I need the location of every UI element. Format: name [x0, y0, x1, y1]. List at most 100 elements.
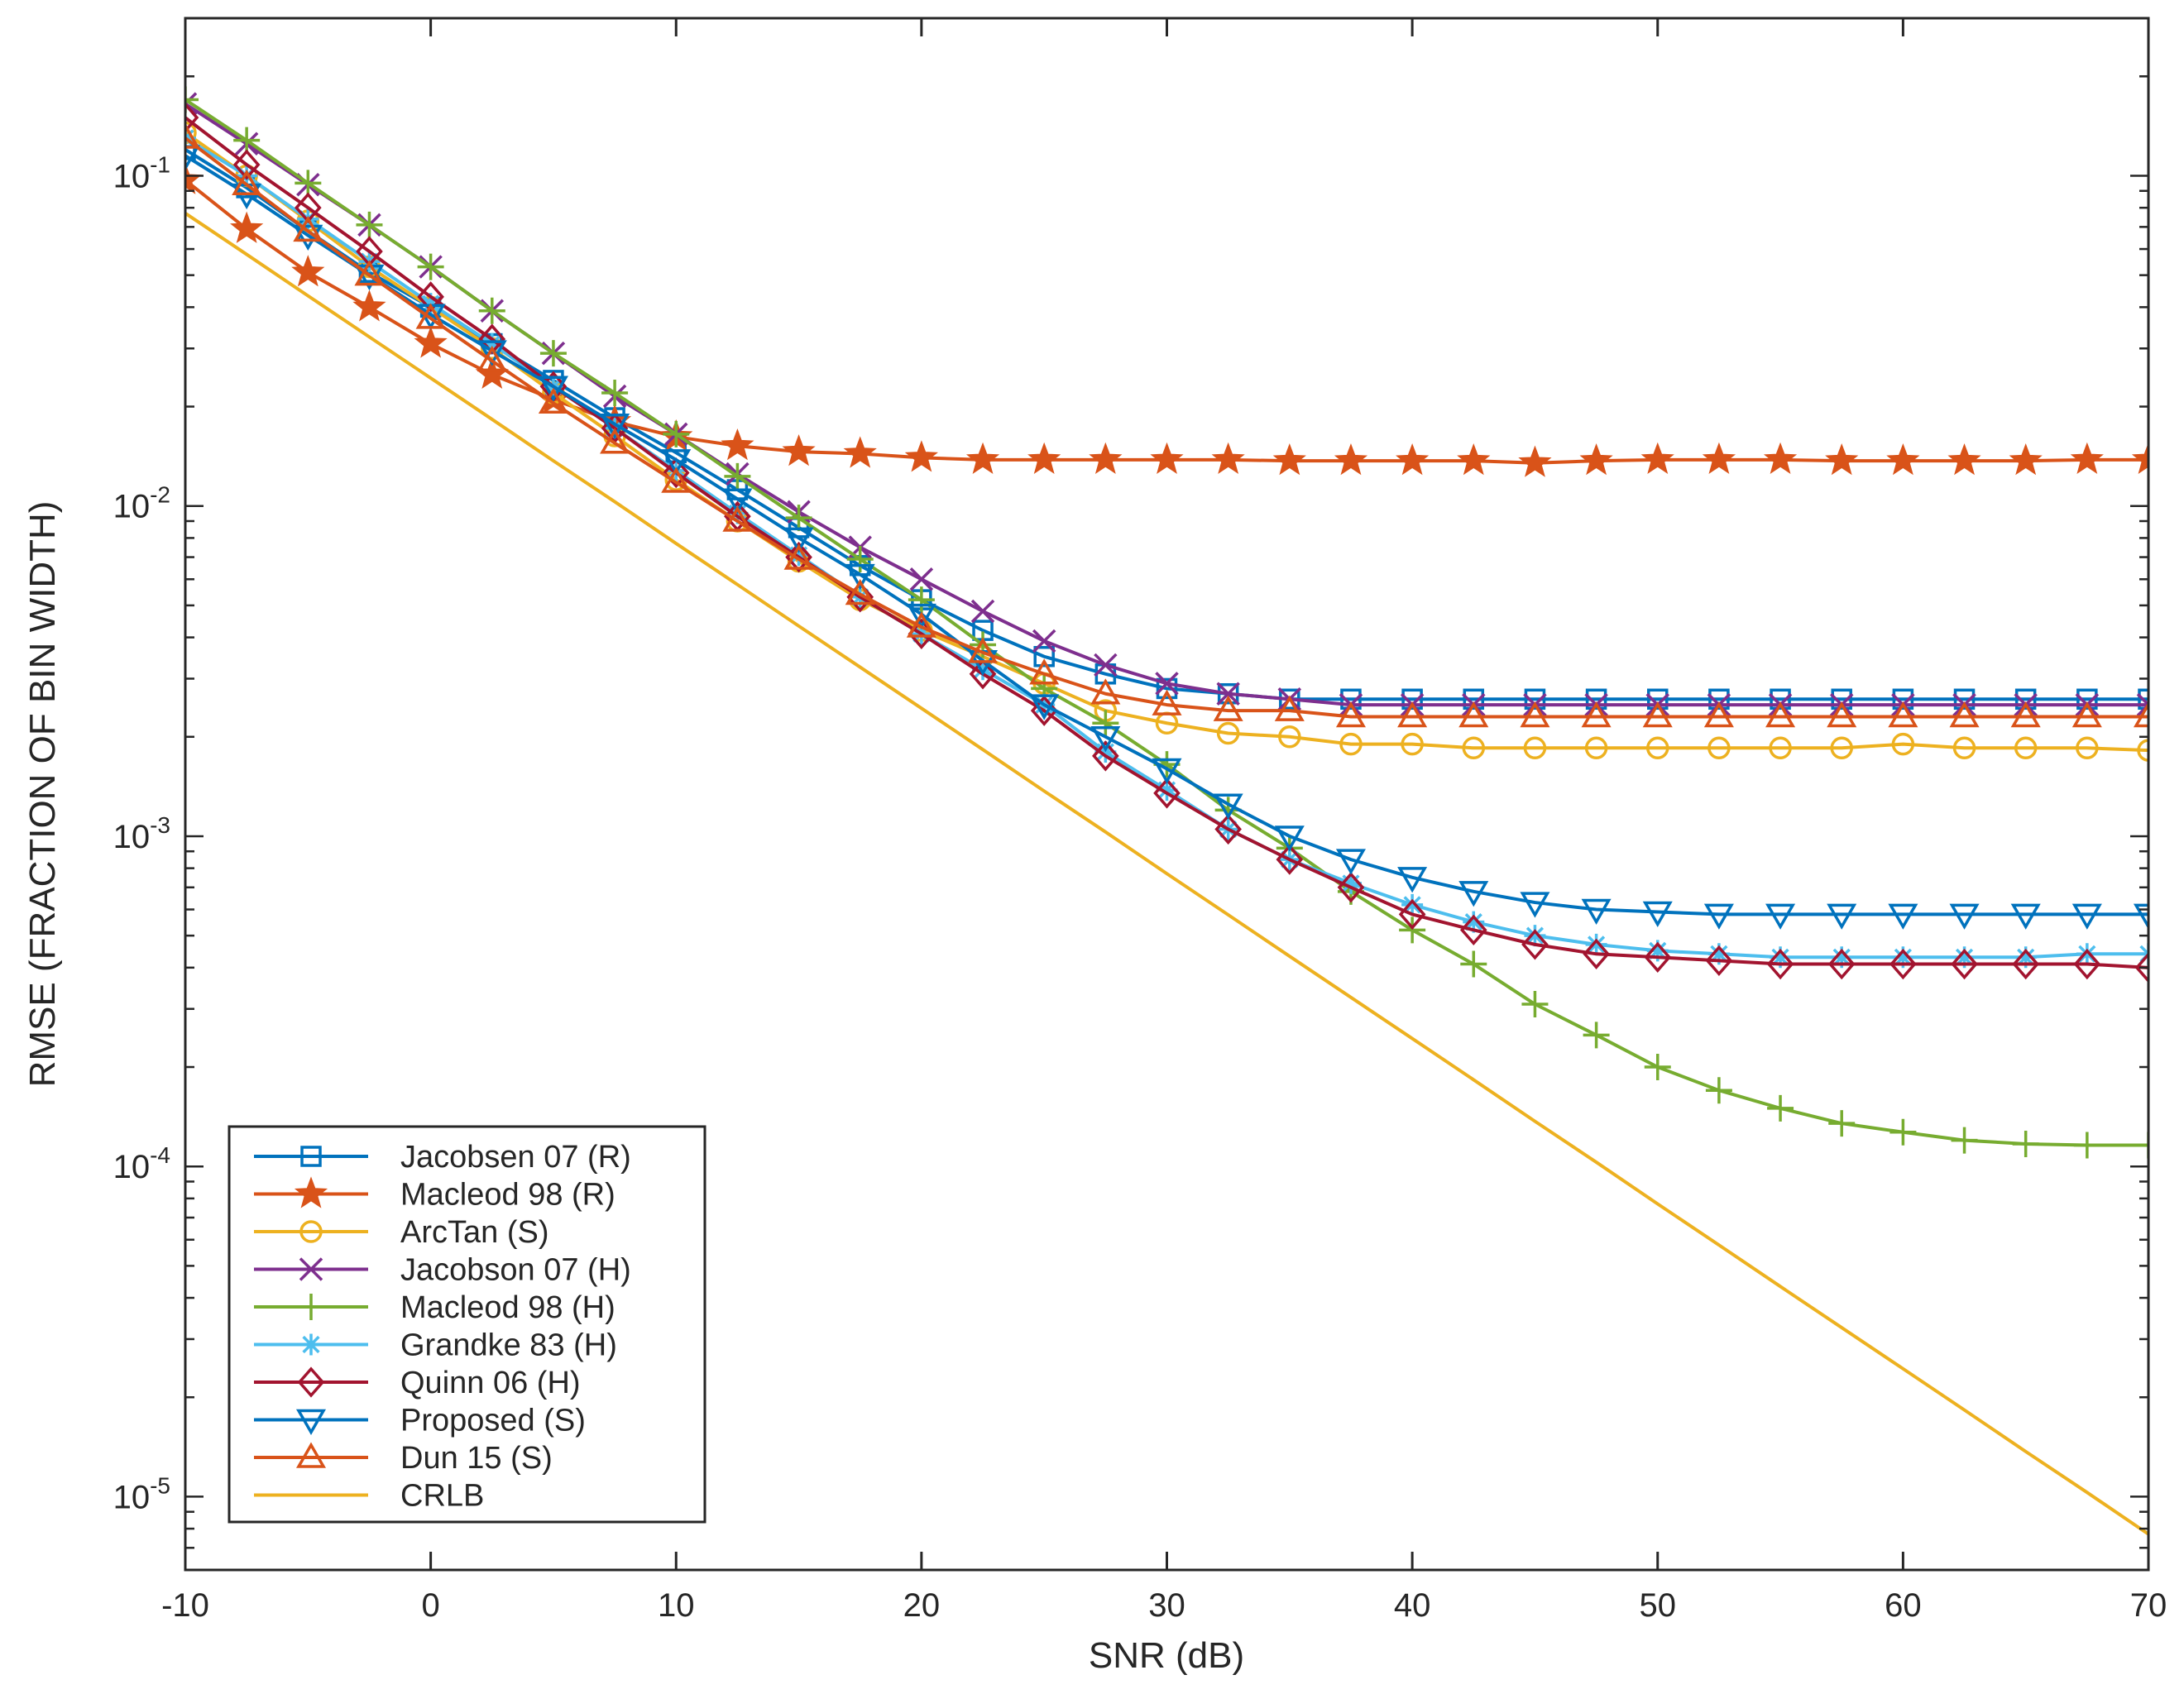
data-point-macleod-98-r-17: [1211, 442, 1245, 474]
legend-marker-macleod-98-h: [298, 1294, 324, 1320]
data-point-quinn-06-h-21: [1459, 914, 1487, 945]
data-point-arctan-s-26: [1769, 736, 1792, 760]
series-layer: [185, 86, 2148, 1536]
data-point-macleod-98-r-3: [352, 290, 386, 322]
data-point-arctan-s-28: [1891, 732, 1915, 756]
data-point-jacobson-07-h-32: [2136, 692, 2148, 717]
x-tick-label-2: 10: [658, 1587, 695, 1624]
data-point-arctan-s-30: [2014, 736, 2038, 760]
data-point-dun-15-s-29: [1949, 701, 1980, 728]
data-point-macleod-98-r-26: [1763, 442, 1798, 474]
y-tick-label-3: 10-4: [113, 1142, 170, 1185]
data-point-quinn-06-h-32: [2134, 952, 2148, 983]
data-point-macleod-98-h-27: [1828, 1110, 1856, 1137]
series-macleod-98-h: [185, 86, 2148, 1159]
data-point-macleod-98-r-27: [1825, 443, 1859, 476]
data-point-quinn-06-h-17: [1214, 813, 1242, 845]
data-point-dun-15-s-17: [1213, 695, 1243, 721]
data-point-quinn-06-h-30: [2012, 948, 2040, 980]
data-point-grandke-83-h-27: [1831, 946, 1853, 969]
legend-item-arctan-s: ArcTan (S): [254, 1215, 548, 1250]
legend-item-macleod-98-h: Macleod 98 (H): [254, 1290, 615, 1325]
data-point-macleod-98-r-20: [1396, 443, 1430, 476]
legend-marker-jacobsen-07-r: [300, 1146, 322, 1167]
data-point-macleod-98-h-25: [1705, 1077, 1732, 1104]
data-point-proposed-s-0: [185, 145, 201, 171]
data-point-macleod-98-h-31: [2073, 1132, 2100, 1159]
data-point-macleod-98-h-29: [1951, 1127, 1978, 1154]
data-point-dun-15-s-0: [185, 122, 201, 149]
x-axis-label: SNR (dB): [1089, 1635, 1244, 1676]
data-point-jacobsen-07-r-24: [1647, 688, 1669, 711]
legend-marker-proposed-s: [295, 1409, 327, 1436]
data-point-grandke-83-h-16: [1156, 779, 1178, 802]
data-point-proposed-s-22: [1520, 892, 1550, 918]
data-point-macleod-98-h-22: [1521, 991, 1549, 1018]
data-point-dun-15-s-2: [293, 215, 323, 242]
data-point-macleod-98-r-30: [2009, 443, 2043, 476]
data-point-arctan-s-22: [1523, 736, 1547, 760]
data-point-macleod-98-h-28: [1889, 1118, 1917, 1146]
data-point-macleod-98-r-22: [1518, 445, 1552, 477]
data-point-jacobsen-07-r-16: [1156, 677, 1178, 700]
data-point-dun-15-s-21: [1458, 701, 1489, 728]
data-point-arctan-s-23: [1584, 736, 1608, 760]
data-point-quinn-06-h-8: [662, 457, 690, 489]
data-point-dun-15-s-3: [354, 260, 385, 286]
legend-item-dun-15-s: Dun 15 (S): [254, 1441, 553, 1476]
data-point-proposed-s-21: [1458, 881, 1489, 907]
data-point-arctan-s-21: [1462, 736, 1486, 760]
legend-label-jacobsen-07-r: Jacobsen 07 (R): [400, 1140, 631, 1175]
series-dun-15-s: [185, 122, 2148, 728]
data-point-proposed-s-14: [1029, 694, 1060, 720]
legend-label-quinn-06-h: Quinn 06 (H): [400, 1366, 581, 1400]
data-point-macleod-98-h-3: [356, 211, 383, 238]
data-point-proposed-s-12: [906, 603, 936, 630]
data-point-proposed-s-20: [1397, 867, 1428, 893]
data-point-dun-15-s-28: [1888, 701, 1918, 728]
data-point-dun-15-s-19: [1335, 701, 1366, 728]
legend-marker-arctan-s: [299, 1220, 323, 1243]
data-point-arctan-s-24: [1646, 736, 1669, 760]
axis-ticks: [184, 17, 2150, 1572]
data-point-quinn-06-h-29: [1951, 948, 1978, 980]
legend-marker-grandke-83-h: [300, 1333, 322, 1356]
data-point-macleod-98-h-15: [1092, 710, 1119, 737]
data-point-jacobson-07-h-13: [970, 599, 995, 624]
data-point-quinn-06-h-15: [1092, 740, 1119, 772]
data-point-grandke-83-h-24: [1646, 940, 1669, 962]
data-point-macleod-98-h-26: [1767, 1094, 1794, 1122]
y-tick-label-0: 10-1: [113, 151, 170, 194]
data-point-jacobsen-07-r-27: [1831, 688, 1852, 711]
data-point-quinn-06-h-20: [1398, 898, 1426, 931]
legend-item-jacobson-07-h: Jacobson 07 (H): [254, 1253, 631, 1288]
data-point-jacobsen-07-r-21: [1463, 688, 1485, 711]
x-tick-label-8: 70: [2130, 1587, 2167, 1624]
legend-marker-quinn-06-h: [297, 1366, 325, 1398]
data-point-arctan-s-27: [1830, 736, 1853, 760]
data-point-macleod-98-h-10: [785, 505, 812, 532]
data-point-jacobson-07-h-14: [1032, 629, 1056, 653]
data-point-jacobsen-07-r-19: [1340, 688, 1362, 711]
data-point-jacobsen-07-r-22: [1524, 688, 1546, 711]
data-point-proposed-s-29: [1949, 903, 1980, 930]
data-point-macleod-98-r-12: [904, 440, 938, 472]
series-crlb: [185, 212, 2148, 1536]
data-point-grandke-83-h-29: [1953, 946, 1976, 969]
data-point-macleod-98-h-32: [2135, 1132, 2148, 1159]
data-point-quinn-06-h-19: [1337, 872, 1365, 903]
data-point-grandke-83-h-20: [1401, 893, 1424, 916]
data-point-proposed-s-30: [2010, 903, 2041, 930]
data-point-macleod-98-h-12: [908, 586, 935, 614]
data-point-quinn-06-h-23: [1583, 938, 1610, 969]
data-point-macleod-98-r-23: [1579, 443, 1613, 476]
data-point-grandke-83-h-22: [1524, 925, 1546, 947]
legend-label-proposed-s: Proposed (S): [400, 1404, 586, 1438]
x-tick-label-3: 20: [903, 1587, 941, 1624]
data-point-dun-15-s-5: [477, 345, 507, 372]
data-point-proposed-s-18: [1274, 825, 1305, 852]
data-point-proposed-s-23: [1581, 898, 1612, 926]
data-point-jacobsen-07-r-23: [1585, 688, 1607, 711]
data-point-dun-15-s-27: [1827, 701, 1857, 728]
data-point-dun-15-s-6: [538, 387, 568, 414]
